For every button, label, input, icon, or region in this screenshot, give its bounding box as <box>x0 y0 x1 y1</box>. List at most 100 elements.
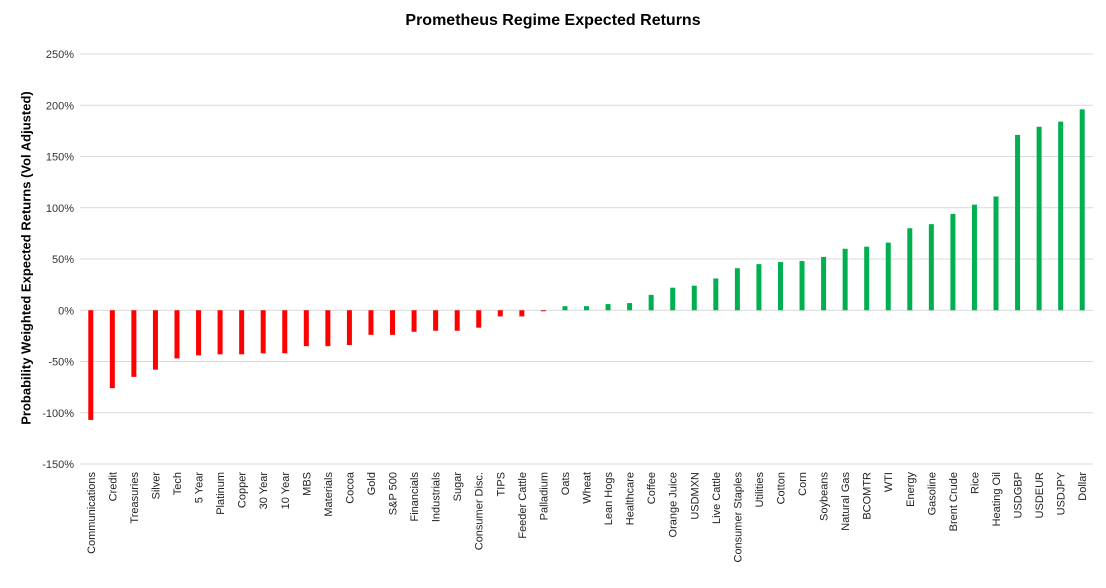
x-tick-label: Platinum <box>215 472 227 515</box>
x-tick-label: BCOMTR <box>862 472 874 520</box>
x-tick-label: Silver <box>150 472 162 500</box>
x-tick-label: Consumer Disc. <box>474 472 486 550</box>
x-tick-label: Oats <box>560 472 572 496</box>
bar <box>497 310 503 317</box>
bar <box>390 310 396 335</box>
y-tick-label: 100% <box>46 203 74 215</box>
x-tick-label: Dollar <box>1077 472 1089 501</box>
bar <box>627 303 633 311</box>
x-tick-label: 10 Year <box>280 472 292 510</box>
chart-title: Prometheus Regime Expected Returns <box>405 12 701 29</box>
y-tick-label: -50% <box>48 357 74 369</box>
x-tick-label: 5 Year <box>194 472 206 504</box>
bar <box>476 310 482 328</box>
x-tick-label: TIPS <box>495 472 507 496</box>
bar <box>971 204 977 311</box>
bar <box>196 310 202 356</box>
bar <box>734 268 740 311</box>
bar <box>993 196 999 311</box>
bar <box>605 304 611 311</box>
x-tick-label: USDGBP <box>1013 472 1025 518</box>
x-tick-label: Financials <box>409 472 421 522</box>
x-tick-label: Healthcare <box>625 472 637 525</box>
x-tick-label: Industrials <box>431 472 443 523</box>
gridlines <box>80 53 1093 465</box>
bar <box>433 310 439 331</box>
y-tick-label: 200% <box>46 100 74 112</box>
bar <box>346 310 352 346</box>
x-tick-label: Natural Gas <box>840 472 852 531</box>
x-tick-label: 30 Year <box>258 472 270 510</box>
x-tick-label: Gasoline <box>926 472 938 515</box>
bar <box>411 310 417 332</box>
x-axis-categories: Communications Credit Treasuries Silver Tech… <box>86 471 1089 562</box>
x-tick-label: USDJPY <box>1056 471 1068 515</box>
y-tick-label: -100% <box>42 408 74 420</box>
bar <box>950 213 956 311</box>
bar <box>670 287 676 311</box>
bar <box>109 310 115 389</box>
bar <box>1015 134 1021 311</box>
x-tick-label: Live Cattle <box>711 472 723 524</box>
bar <box>260 310 266 354</box>
x-tick-label: Corn <box>797 472 809 496</box>
x-tick-label: Communications <box>86 472 98 554</box>
x-tick-label: Feeder Cattle <box>517 472 529 539</box>
bar <box>174 310 180 359</box>
x-tick-label: Orange Juice <box>668 472 680 537</box>
x-tick-label: Soybeans <box>819 472 831 521</box>
bar <box>1058 121 1064 311</box>
y-tick-label: 50% <box>52 254 74 266</box>
x-tick-label: WTI <box>883 472 895 492</box>
y-tick-label: 0% <box>58 305 74 317</box>
x-tick-label: MBS <box>301 472 313 496</box>
bar <box>303 310 309 347</box>
bar <box>152 310 158 370</box>
x-tick-label: Sugar <box>452 472 464 502</box>
x-tick-label: Cocoa <box>344 471 356 504</box>
y-tick-label: 150% <box>46 152 74 164</box>
bar <box>131 310 137 377</box>
bar <box>325 310 331 347</box>
bar <box>648 294 654 311</box>
x-tick-label: Consumer Staples <box>732 472 744 563</box>
bar <box>88 310 94 420</box>
x-tick-label: Wheat <box>582 472 594 504</box>
bar <box>540 310 546 312</box>
bar <box>713 278 719 311</box>
y-tick-label: -150% <box>42 459 74 471</box>
x-tick-label: Gold <box>366 472 378 495</box>
bar <box>282 310 288 354</box>
x-tick-label: Tech <box>172 472 184 495</box>
bar <box>756 264 762 311</box>
x-tick-label: Energy <box>905 472 917 507</box>
bar <box>454 310 460 331</box>
x-tick-label: Coffee <box>646 472 658 504</box>
x-tick-label: Brent Crude <box>948 472 960 531</box>
bar <box>799 261 805 311</box>
bar <box>584 306 589 311</box>
bar <box>777 262 783 311</box>
bars <box>88 109 1085 420</box>
y-axis-ticks: 250% 200% 150% 100% 50% 0% -50% -100% -150% <box>42 49 74 471</box>
x-tick-label: S&P 500 <box>388 472 400 515</box>
x-tick-label: Utilities <box>754 472 766 508</box>
x-tick-label: Copper <box>237 472 249 508</box>
x-tick-label: Credit <box>107 472 119 501</box>
bar <box>907 228 913 311</box>
bar <box>842 248 848 311</box>
bar <box>1079 109 1085 311</box>
x-tick-label: Rice <box>969 472 981 494</box>
bar <box>368 310 374 335</box>
bar <box>217 310 223 355</box>
bar <box>562 306 568 311</box>
x-tick-label: Lean Hogs <box>603 472 615 526</box>
bar <box>821 256 827 311</box>
bar <box>864 246 870 311</box>
x-tick-label: Cotton <box>775 472 787 504</box>
bar <box>928 224 934 311</box>
bar <box>691 285 697 311</box>
x-tick-label: Heating Oil <box>991 472 1003 526</box>
bar <box>519 310 525 317</box>
